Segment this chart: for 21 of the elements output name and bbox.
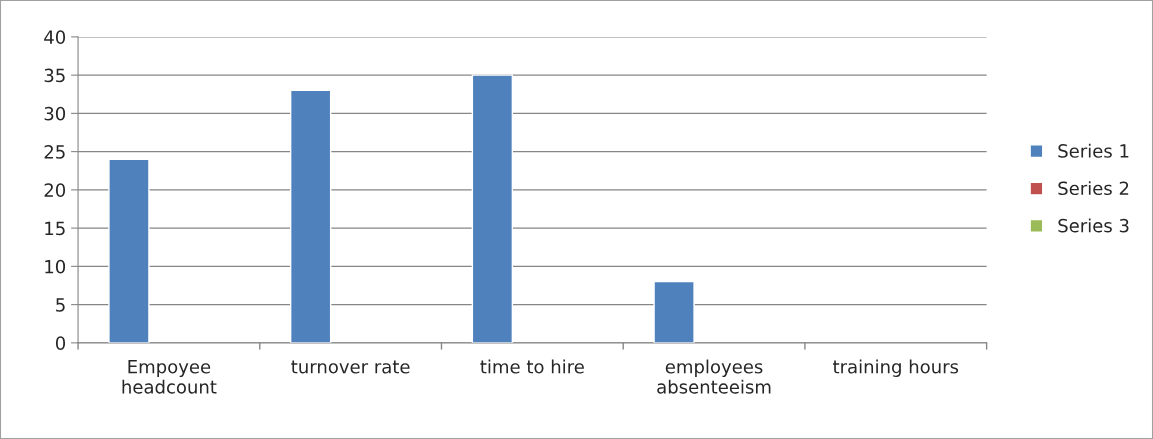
x-tick-label: turnover rate <box>291 360 410 374</box>
bar <box>653 280 695 343</box>
x-tick-label: employees absenteeism <box>657 359 771 394</box>
y-tick-label: 30 <box>44 106 66 121</box>
y-tick-label: 5 <box>56 298 65 312</box>
y-tick-label: 35 <box>44 68 65 83</box>
bar <box>471 74 514 343</box>
y-tick-label: 10 <box>45 259 66 274</box>
bar <box>108 158 150 343</box>
y-tick-label: 40 <box>44 30 66 44</box>
y-tick-label: 15 <box>45 221 65 236</box>
y-tick-label: 25 <box>44 145 65 159</box>
legend-label: Series 1 <box>1058 143 1129 158</box>
x-tick-label: training hours <box>833 359 959 377</box>
bar <box>289 89 332 343</box>
legend-label: Series 2 <box>1058 181 1129 196</box>
x-tick-label: time to hire <box>480 359 584 374</box>
y-tick-label: 0 <box>55 336 66 350</box>
x-tick-label: Empoyee headcount <box>122 360 217 394</box>
y-tick-label: 20 <box>44 183 66 197</box>
legend-label: Series 3 <box>1058 218 1129 233</box>
